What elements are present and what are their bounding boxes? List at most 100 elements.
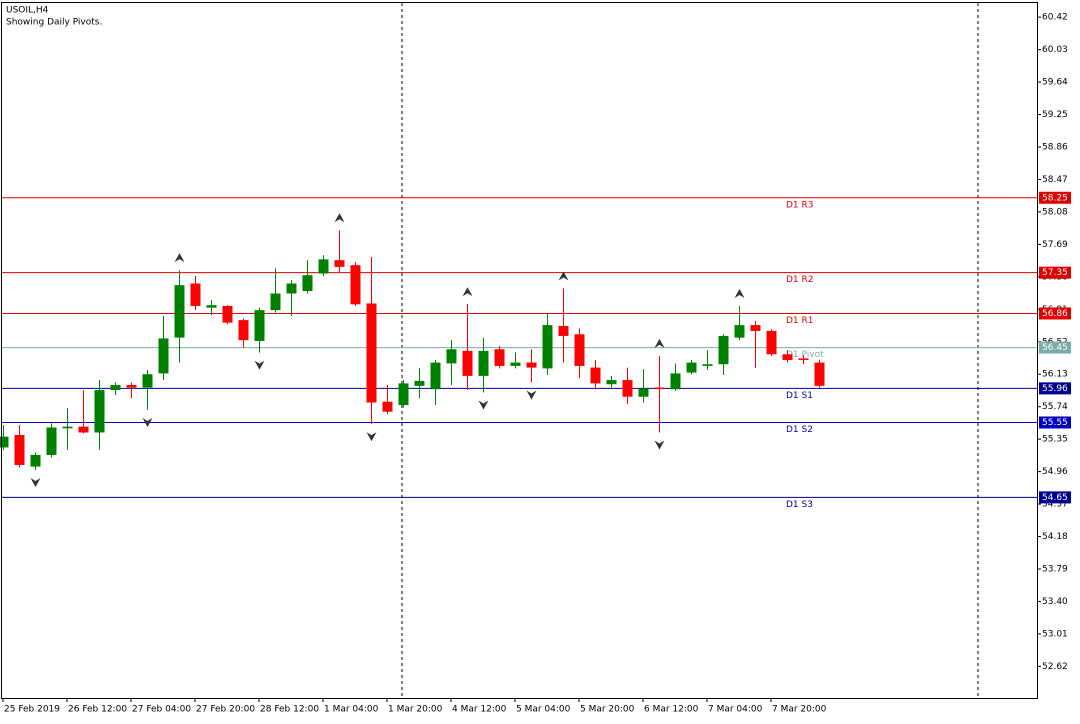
y-tick-label: 60.03 [1042, 45, 1068, 55]
candle-body [286, 283, 297, 294]
price-label-box [1039, 191, 1071, 204]
pivot-label: D1 R1 [786, 316, 814, 326]
y-tick-label: 53.01 [1042, 629, 1068, 639]
candle-body [366, 303, 377, 403]
price-label-box [1039, 266, 1071, 279]
fractal-up [558, 271, 569, 281]
candle-body [94, 390, 105, 433]
candle-body [334, 260, 345, 267]
y-tick-label: 60.42 [1042, 13, 1068, 23]
x-tick-label: 25 Feb 2019 [4, 705, 60, 715]
candle-body [494, 349, 505, 366]
x-tick-label: 1 Mar 04:00 [324, 705, 379, 715]
candle-body [478, 350, 489, 376]
price-label: 54.65 [1042, 493, 1068, 503]
plot-layer: D1 R3 D1 R2 D1 R1 D1 Pivot D1 S1 D1 S2 D1 S3 [0, 197, 1038, 510]
x-tick-label: 26 Feb 12:00 [68, 705, 127, 715]
y-tick-label: 54.57 [1042, 500, 1068, 510]
price-label-box [1039, 382, 1071, 395]
candle-body [78, 426, 89, 433]
x-tick-label: 5 Mar 04:00 [516, 705, 571, 715]
y-tick-label: 57.69 [1042, 240, 1068, 250]
price-label-box [1039, 307, 1071, 320]
price-label: 55.96 [1042, 384, 1068, 394]
candle-body [638, 388, 649, 397]
candle-body [734, 325, 745, 338]
candle-body [542, 325, 553, 369]
y-tick-label: 59.25 [1042, 110, 1068, 120]
candle-body [174, 285, 185, 338]
candle-body [526, 362, 537, 368]
candle-body [110, 385, 121, 391]
fractal-down [526, 390, 537, 400]
price-label-box [1039, 416, 1071, 429]
candle-body [398, 383, 409, 406]
candle-body [702, 364, 713, 366]
price-label: 57.35 [1042, 268, 1068, 278]
pivot-label: D1 R2 [786, 275, 814, 285]
fractal-up [174, 253, 185, 263]
candle-body [14, 434, 25, 465]
fractal-down [254, 360, 265, 370]
chart-subtitle: Showing Daily Pivots. [6, 18, 102, 28]
candle-body [462, 350, 473, 376]
x-tick-label: 5 Mar 20:00 [580, 705, 635, 715]
fractal-down [366, 432, 377, 442]
pivot-label: D1 S1 [786, 391, 813, 401]
x-tick-label: 1 Mar 20:00 [388, 705, 443, 715]
candle-body [782, 354, 793, 361]
candle-body [142, 374, 153, 388]
fractal-down [142, 418, 153, 428]
candle-body [590, 367, 601, 384]
candle-body [270, 293, 281, 311]
candle-body [30, 454, 41, 467]
x-tick-label: 27 Feb 20:00 [196, 705, 255, 715]
candle-body [718, 335, 729, 365]
candle-body [318, 259, 329, 274]
candle-body [750, 325, 761, 331]
candle-body [206, 305, 217, 308]
y-tick-label: 58.86 [1042, 142, 1068, 152]
candle-body [350, 265, 361, 305]
candle-body [46, 427, 57, 455]
candle-body [0, 436, 9, 448]
candle-body [558, 325, 569, 336]
y-tick-label: 54.96 [1042, 467, 1068, 477]
pivot-label: D1 Pivot [786, 350, 824, 360]
candle-body [686, 362, 697, 373]
x-tick-label: 27 Feb 04:00 [132, 705, 191, 715]
price-label: 56.45 [1042, 343, 1068, 353]
y-tick-label: 58.47 [1042, 175, 1068, 185]
candle-body [798, 358, 809, 361]
x-tick-label: 7 Mar 04:00 [708, 705, 763, 715]
candle-body [622, 380, 633, 397]
x-tick-label: 28 Feb 12:00 [260, 705, 319, 715]
candle-body [414, 380, 425, 386]
y-tick-label: 54.18 [1042, 532, 1068, 542]
candle-body [446, 349, 457, 364]
plot-frame [1, 2, 1038, 699]
pivot-label: D1 S2 [786, 425, 813, 435]
y-tick-label: 55.74 [1042, 402, 1068, 412]
candle-body [190, 283, 201, 306]
candle-body [254, 310, 265, 341]
pivot-label: D1 S3 [786, 500, 813, 510]
y-tick-label: 53.40 [1042, 597, 1068, 607]
candle-body [302, 275, 313, 291]
candle-body [382, 401, 393, 412]
candle-body [62, 426, 73, 429]
price-label: 55.55 [1042, 418, 1068, 428]
x-tick-label: 4 Mar 12:00 [452, 705, 507, 715]
fractal-up [334, 213, 345, 223]
candle-body [814, 362, 825, 386]
candle-body [606, 380, 617, 385]
candle-body [222, 305, 233, 323]
candle-body [510, 362, 521, 366]
y-tick-label: 55.35 [1042, 435, 1068, 445]
x-tick-label: 7 Mar 20:00 [772, 705, 827, 715]
fractal-down [654, 440, 665, 450]
candle-body [574, 334, 585, 366]
chart-title: USOIL,H4 [6, 6, 49, 16]
